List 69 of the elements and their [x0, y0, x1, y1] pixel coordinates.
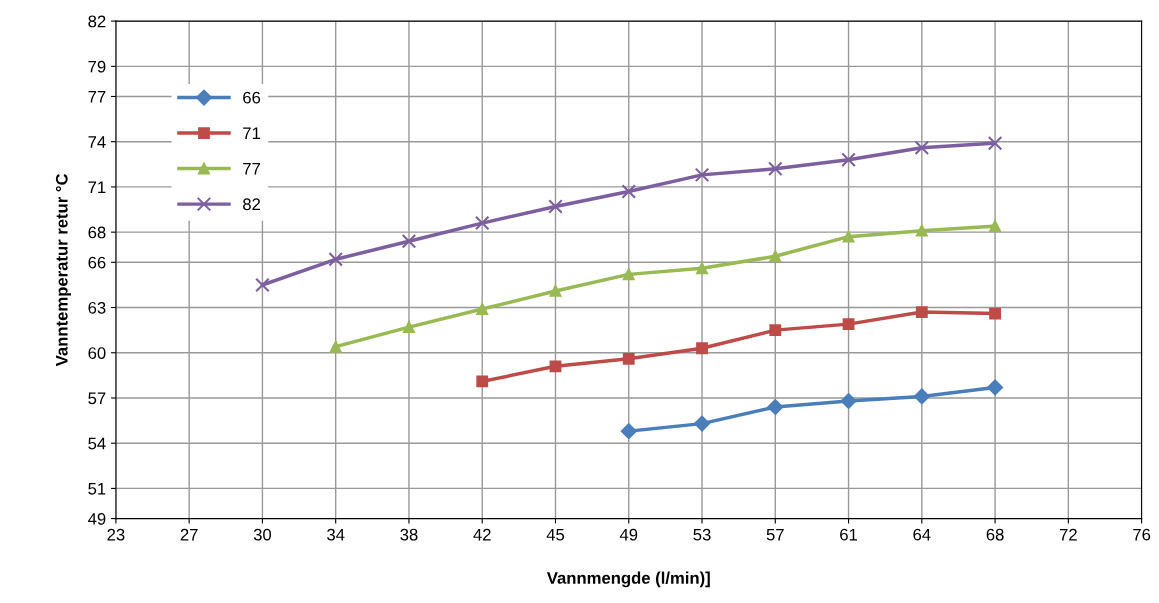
y-tick-label: 68: [88, 226, 106, 239]
point: [841, 152, 856, 168]
y-tick-label: 54: [88, 437, 106, 450]
y-tick-label: 63: [88, 301, 106, 314]
point: [255, 277, 270, 293]
x-tick-label: 57: [766, 528, 784, 541]
point: [476, 303, 489, 315]
point: [989, 307, 1001, 320]
legend-label: 82: [243, 198, 261, 211]
point: [842, 318, 855, 331]
x-tick-label: 53: [693, 528, 711, 541]
point: [840, 393, 857, 409]
point: [987, 135, 1003, 151]
y-tick-label: 79: [88, 60, 106, 73]
y-tick-label: 51: [88, 483, 106, 495]
y-tick-label: 66: [88, 256, 106, 269]
x-tick-label: 42: [473, 528, 491, 541]
point: [694, 415, 710, 432]
y-tick-label: 77: [88, 91, 106, 103]
point: [915, 224, 928, 237]
point: [401, 233, 417, 249]
x-tick-label: 49: [619, 528, 638, 541]
x-tick-label: 27: [180, 528, 198, 541]
y-tick-label: 74: [88, 136, 106, 148]
x-tick-label: 76: [1133, 528, 1151, 541]
point: [403, 321, 415, 334]
point: [549, 285, 562, 297]
point: [621, 184, 637, 199]
x-tick-label: 34: [327, 528, 345, 541]
legend-label: 77: [243, 162, 261, 175]
x-tick-label: 68: [986, 528, 1004, 541]
point: [620, 423, 637, 440]
x-tick-label: 61: [840, 528, 858, 541]
y-tick-label: 60: [88, 347, 106, 359]
y-tick-label: 49: [88, 512, 106, 525]
point: [914, 140, 930, 156]
legend-label: 66: [243, 91, 261, 104]
point: [549, 360, 562, 373]
point: [842, 230, 855, 243]
point: [767, 399, 784, 415]
y-tick-label: 57: [88, 392, 106, 405]
x-tick-label: 30: [253, 528, 272, 541]
point: [548, 199, 563, 214]
point: [989, 220, 1001, 233]
point: [769, 324, 782, 337]
y-axis-title: Vanntemperatur retur °C: [55, 173, 71, 367]
point: [768, 161, 783, 177]
x-tick-label: 72: [1059, 528, 1077, 541]
point: [329, 340, 342, 353]
point: [915, 306, 928, 318]
x-tick-label: 45: [546, 528, 565, 541]
point: [476, 375, 489, 388]
point: [987, 379, 1003, 396]
point: [769, 250, 782, 263]
legend-label: 71: [243, 127, 261, 139]
x-tick-label: 64: [913, 528, 931, 541]
point: [622, 268, 635, 281]
point: [622, 352, 635, 365]
point: [694, 167, 710, 183]
y-tick-label: 71: [88, 181, 106, 193]
x-tick-label: 38: [400, 528, 418, 541]
x-tick-label: 23: [107, 528, 125, 541]
point: [696, 262, 708, 275]
y-tick-label: 82: [88, 15, 106, 28]
point: [328, 252, 343, 267]
point: [696, 342, 708, 355]
x-axis-title: Vannmengde (l/min)]: [546, 571, 710, 588]
point: [474, 215, 490, 231]
point: [913, 388, 930, 405]
